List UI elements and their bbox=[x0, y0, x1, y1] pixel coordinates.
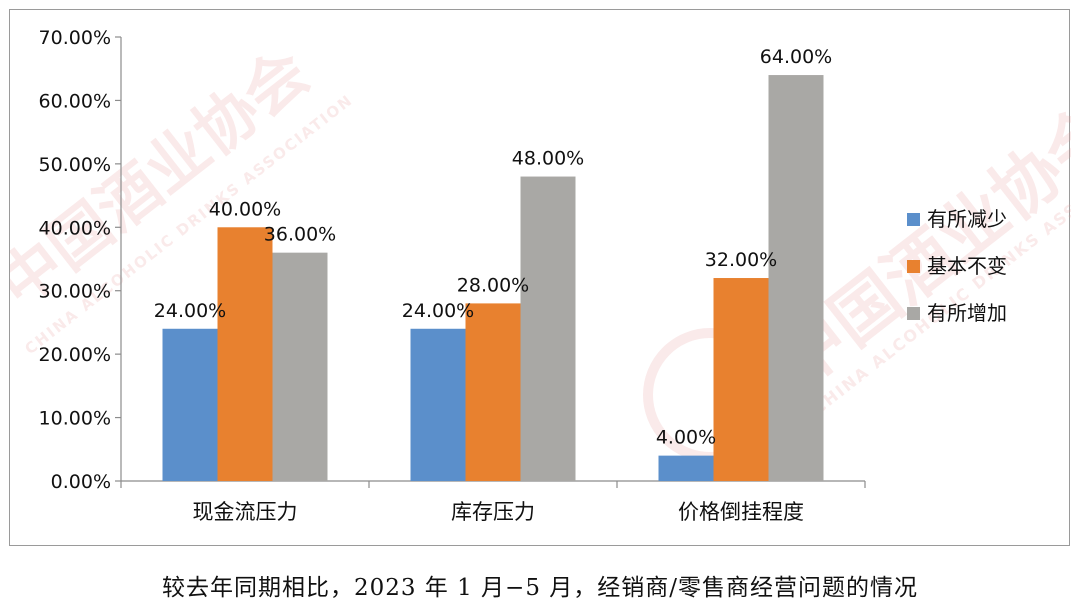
bar bbox=[272, 252, 328, 481]
legend-swatch bbox=[907, 213, 920, 226]
data-label: 4.00% bbox=[656, 427, 716, 449]
y-tick-label: 20.00% bbox=[39, 344, 111, 366]
data-label: 24.00% bbox=[402, 300, 474, 322]
x-category-label: 价格倒挂程度 bbox=[678, 500, 804, 524]
legend-swatch bbox=[907, 260, 920, 273]
y-tick-label: 10.00% bbox=[39, 408, 111, 430]
axes: 0.00% 10.00% 20.00% 30.00% 40.00% 50.00% 60.00… bbox=[39, 27, 866, 524]
legend-label: 有所增加 bbox=[927, 301, 1007, 325]
data-label: 48.00% bbox=[512, 148, 584, 170]
y-tick-label: 70.00% bbox=[39, 27, 111, 49]
data-label: 24.00% bbox=[154, 300, 226, 322]
chart-caption: 较去年同期相比，2023 年 1 月−5 月，经销商/零售商经营问题的情况 bbox=[161, 575, 919, 601]
x-category-label: 现金流压力 bbox=[193, 500, 298, 524]
y-tick-label: 0.00% bbox=[51, 471, 111, 493]
bar bbox=[410, 328, 466, 481]
data-label: 32.00% bbox=[705, 249, 777, 271]
data-label: 40.00% bbox=[209, 198, 281, 220]
bar bbox=[520, 176, 576, 482]
chart-frame: 中国酒业协会 CHINA ALCOHOLIC DRINKS ASSOCIATION… bbox=[9, 9, 1071, 546]
data-label: 36.00% bbox=[264, 224, 336, 246]
y-tick-label: 40.00% bbox=[39, 217, 111, 239]
y-tick-label: 60.00% bbox=[39, 90, 111, 112]
x-category-label: 库存压力 bbox=[451, 500, 535, 524]
bar bbox=[713, 278, 769, 481]
y-tick-label: 50.00% bbox=[39, 154, 111, 176]
legend-swatch bbox=[907, 307, 920, 320]
y-tick-label: 30.00% bbox=[39, 281, 111, 303]
legend-label: 有所减少 bbox=[927, 207, 1007, 231]
bar bbox=[768, 75, 824, 482]
bar bbox=[162, 328, 218, 481]
data-label: 28.00% bbox=[457, 274, 529, 296]
legend-label: 基本不变 bbox=[927, 254, 1007, 278]
data-label: 64.00% bbox=[760, 46, 832, 68]
bar bbox=[217, 227, 273, 481]
data-labels: 24.00% 24.00% 4.00% 40.00% 28.00% 32.00% 36.00… bbox=[154, 46, 832, 449]
bars bbox=[162, 75, 824, 482]
bar bbox=[465, 303, 521, 481]
bar bbox=[658, 455, 714, 481]
